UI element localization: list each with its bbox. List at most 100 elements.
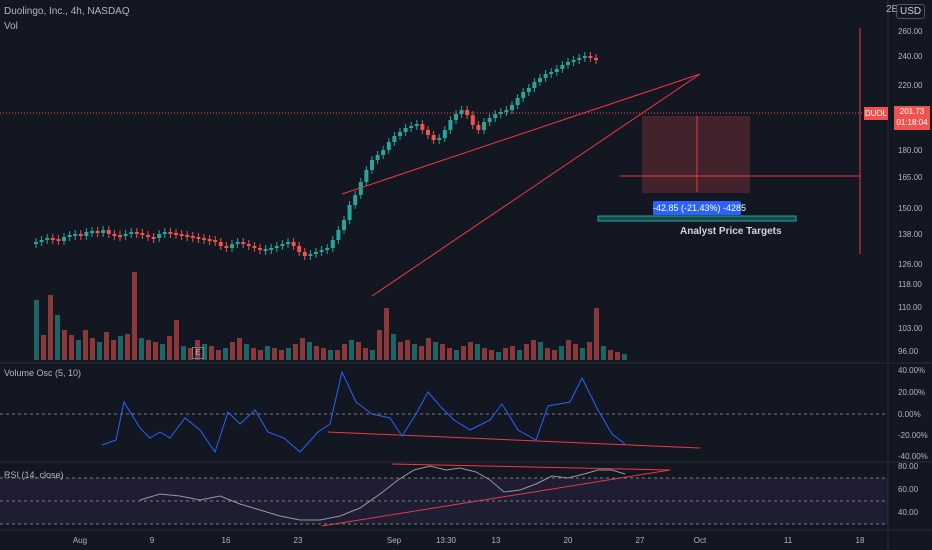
- candle-body: [364, 170, 369, 182]
- volume-label: Vol: [4, 21, 18, 32]
- axes: 260.00 240.00 220.00 180.00 165.00 150.00 138.…: [73, 27, 928, 545]
- volume-bar: [286, 348, 291, 360]
- volume-bar: [62, 330, 67, 360]
- candle-body: [39, 240, 44, 242]
- osc-tick: -20.00%: [898, 431, 928, 440]
- candle-body: [258, 248, 262, 250]
- candle-body: [577, 58, 582, 60]
- volume-bar: [90, 338, 95, 360]
- volume-bar: [405, 340, 410, 360]
- osc-trendline: [327, 431, 701, 449]
- volume-bar: [496, 352, 501, 360]
- candle-body: [493, 114, 498, 118]
- volume-bar: [524, 344, 529, 360]
- volume-bar: [202, 344, 207, 360]
- candle-body: [162, 232, 167, 234]
- volume-bar: [601, 346, 606, 360]
- volume-bar: [279, 350, 284, 360]
- candle-body: [252, 246, 257, 248]
- candle-body: [95, 231, 100, 233]
- ticker-tag: DUOL: [864, 107, 888, 120]
- volume-bar: [293, 344, 298, 360]
- candle-body: [140, 233, 145, 235]
- volume-bar: [48, 295, 53, 360]
- volume-bar: [363, 348, 368, 360]
- volume-bar: [398, 342, 403, 360]
- rsi-label[interactable]: RSI (14, close): [4, 470, 64, 480]
- volume-bar: [160, 344, 165, 360]
- candle-body: [84, 232, 89, 236]
- candle-body: [342, 220, 346, 230]
- candle-body: [78, 234, 83, 236]
- candle-body: [218, 242, 223, 246]
- osc-tick: -40.00%: [898, 452, 928, 461]
- candle-body: [269, 248, 274, 250]
- volume-oscillator-pane: [0, 370, 888, 454]
- time-tick: 20: [564, 536, 573, 545]
- price-tick: 260.00: [898, 27, 923, 36]
- volume-bar: [384, 308, 389, 360]
- candle-body: [297, 246, 302, 252]
- target-band: [597, 215, 797, 222]
- current-price-tag: 201.73 01:18:04: [894, 106, 930, 130]
- corner-value: 2E: [886, 4, 899, 15]
- time-tick: 27: [636, 536, 645, 545]
- volume-bar: [216, 350, 221, 360]
- candle-body: [56, 239, 61, 241]
- volume-bar: [104, 332, 109, 360]
- volume-bar: [167, 336, 172, 360]
- candle-body: [246, 244, 251, 246]
- time-tick: 13:30: [436, 536, 457, 545]
- candles: [34, 52, 598, 260]
- volume-bar: [475, 344, 480, 360]
- candle-body: [521, 92, 526, 98]
- price-tick: 165.00: [898, 173, 923, 182]
- candle-body: [314, 252, 318, 254]
- volume-bar: [230, 342, 235, 360]
- volume-bar: [454, 350, 459, 360]
- volume-bar: [489, 350, 494, 360]
- candle-body: [263, 249, 268, 251]
- candle-body: [370, 160, 374, 170]
- volume-bar: [412, 344, 417, 360]
- candle-body: [151, 237, 156, 239]
- candle-body: [543, 74, 548, 78]
- earnings-icon[interactable]: E: [192, 347, 204, 359]
- candle-body: [409, 126, 414, 128]
- candle-body: [73, 234, 78, 236]
- candle-body: [498, 112, 503, 114]
- currency-button[interactable]: USD: [896, 4, 926, 19]
- volume-bar: [419, 346, 424, 360]
- candle-body: [202, 238, 206, 240]
- candle-body: [146, 235, 150, 237]
- volume-bar: [447, 348, 452, 360]
- drawings[interactable]: [0, 28, 888, 527]
- symbol-title[interactable]: Duolingo, Inc., 4h, NASDAQ: [4, 6, 130, 17]
- volume-bar: [139, 338, 144, 360]
- volume-bar: [300, 338, 305, 360]
- volume-bar: [118, 336, 123, 360]
- rsi-line: [139, 465, 626, 521]
- volume-bar: [34, 300, 39, 360]
- candle-body: [179, 234, 184, 236]
- candle-body: [336, 230, 341, 240]
- volume-bar: [573, 344, 578, 360]
- candle-body: [554, 69, 559, 72]
- volume-bar: [608, 350, 613, 360]
- candle-body: [566, 62, 570, 65]
- volume-bar: [433, 342, 438, 360]
- price-tick: 150.00: [898, 204, 923, 213]
- volume-bar: [377, 330, 382, 360]
- price-tick: 103.00: [898, 324, 923, 333]
- analyst-targets-label: Analyst Price Targets: [680, 226, 782, 237]
- candle-body: [375, 155, 380, 160]
- candle-body: [325, 248, 330, 250]
- volume-bar: [265, 346, 270, 360]
- candle-body: [353, 195, 358, 205]
- volume-osc-label[interactable]: Volume Osc (5, 10): [4, 368, 82, 378]
- candle-body: [134, 232, 139, 234]
- volume-bar: [41, 335, 46, 360]
- volume-bar: [566, 340, 571, 360]
